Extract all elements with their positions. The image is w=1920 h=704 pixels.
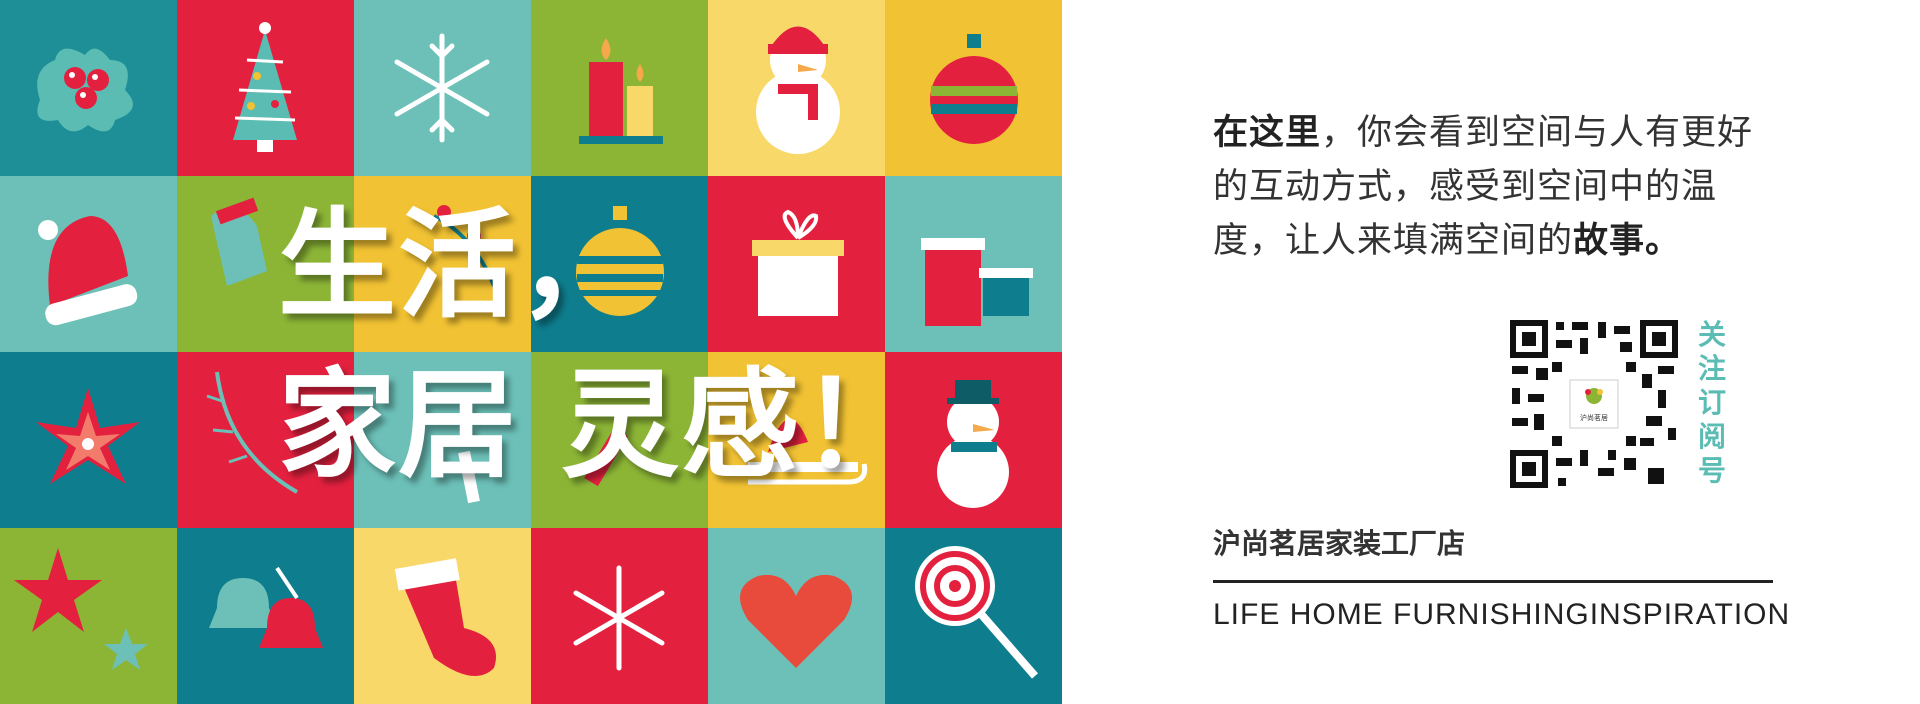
holly-icon — [37, 48, 134, 132]
snowflake-icon — [573, 565, 665, 671]
qr-code[interactable]: 沪尚茗居 — [1508, 318, 1680, 490]
tile-ornament-2 — [531, 176, 708, 352]
candy-cane-icon — [458, 450, 480, 504]
headline-line-2: 家居 灵感！ — [278, 356, 922, 494]
tile-stocking — [354, 528, 531, 704]
tile-candles — [531, 0, 708, 176]
tile-poinsettia — [0, 352, 177, 528]
mitten-icon — [211, 197, 267, 286]
poinsettia-icon — [36, 388, 140, 484]
store-name: 沪尚茗居家装工厂店 — [1213, 527, 1466, 560]
info-panel: 在这里，你会看到空间与人有更好的互动方式，感受到空间中的温度，让人来填满空间的故… — [1060, 0, 1920, 700]
tile-holly — [0, 0, 177, 176]
qr-label-char: 订 — [1697, 386, 1726, 419]
intro-bold-start: 在这里 — [1213, 113, 1322, 153]
tile-snowman-2 — [885, 352, 1062, 528]
intro-text: ，你会看到空间与人有更好的互动方式，感受到空间中的温度，让人来填满空间的 — [1213, 113, 1754, 261]
tile-stars — [0, 528, 177, 704]
intro-paragraph: 在这里，你会看到空间与人有更好的互动方式，感受到空间中的温度，让人来填满空间的故… — [1213, 106, 1773, 268]
tile-tree — [177, 0, 354, 176]
tile-snowman — [708, 0, 885, 176]
stocking-icon — [394, 558, 496, 676]
candles-icon — [579, 38, 663, 144]
tile-sled — [708, 352, 885, 528]
tile-snowflake-2 — [531, 528, 708, 704]
berries-icon — [433, 205, 496, 287]
qr-label: 关 注 订 阅 号 — [1692, 318, 1732, 488]
branch-icon — [206, 371, 298, 494]
tile-berries — [354, 176, 531, 352]
headline-line-1: 生活， — [278, 196, 639, 334]
snowman-icon — [756, 26, 840, 154]
tile-bells — [177, 528, 354, 704]
tile-mitten — [177, 176, 354, 352]
ornament-icon — [576, 206, 664, 316]
tile-branch — [177, 352, 354, 528]
qr-label-char: 关 — [1697, 318, 1726, 351]
stars-icon — [14, 548, 148, 670]
qr-label-char: 阅 — [1697, 420, 1726, 453]
tile-snowflake — [354, 0, 531, 176]
tile-heart — [708, 528, 885, 704]
snowman-icon — [937, 380, 1009, 508]
tile-ornament — [885, 0, 1062, 176]
qr-label-char: 号 — [1697, 454, 1726, 487]
bells-icon — [209, 566, 323, 648]
tile-candy-cane-2 — [531, 352, 708, 528]
tile-gift-box — [708, 176, 885, 352]
tile-gift-boxes — [885, 176, 1062, 352]
gift-box-icon — [752, 209, 844, 316]
candy-cane-icon — [584, 427, 628, 487]
qr-logo-text: 沪尚茗居 — [1580, 413, 1608, 422]
intro-bold-end: 故事。 — [1573, 221, 1682, 261]
sled-icon — [748, 419, 868, 485]
tagline: LIFE HOME FURNISHINGINSPIRATION — [1213, 598, 1791, 631]
snowflake-icon — [394, 33, 490, 143]
divider — [1213, 580, 1773, 583]
tile-candy-cane — [354, 352, 531, 528]
heart-icon — [740, 574, 852, 668]
tile-santa-hat — [0, 176, 177, 352]
santa-hat-icon — [38, 216, 138, 326]
lollipop-icon — [915, 546, 1039, 679]
qr-label-char: 注 — [1697, 352, 1726, 385]
tile-lollipop — [885, 528, 1062, 704]
gift-boxes-icon — [921, 238, 1033, 326]
christmas-mosaic: 生活， 家居 灵感！ — [0, 0, 1062, 704]
christmas-tree-icon — [233, 22, 297, 152]
ornament-icon — [930, 34, 1018, 144]
